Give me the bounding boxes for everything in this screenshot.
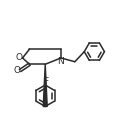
Text: O: O	[13, 66, 20, 75]
Text: O: O	[15, 53, 22, 62]
Text: N: N	[58, 57, 64, 66]
Text: F: F	[43, 76, 48, 86]
Polygon shape	[43, 64, 47, 106]
